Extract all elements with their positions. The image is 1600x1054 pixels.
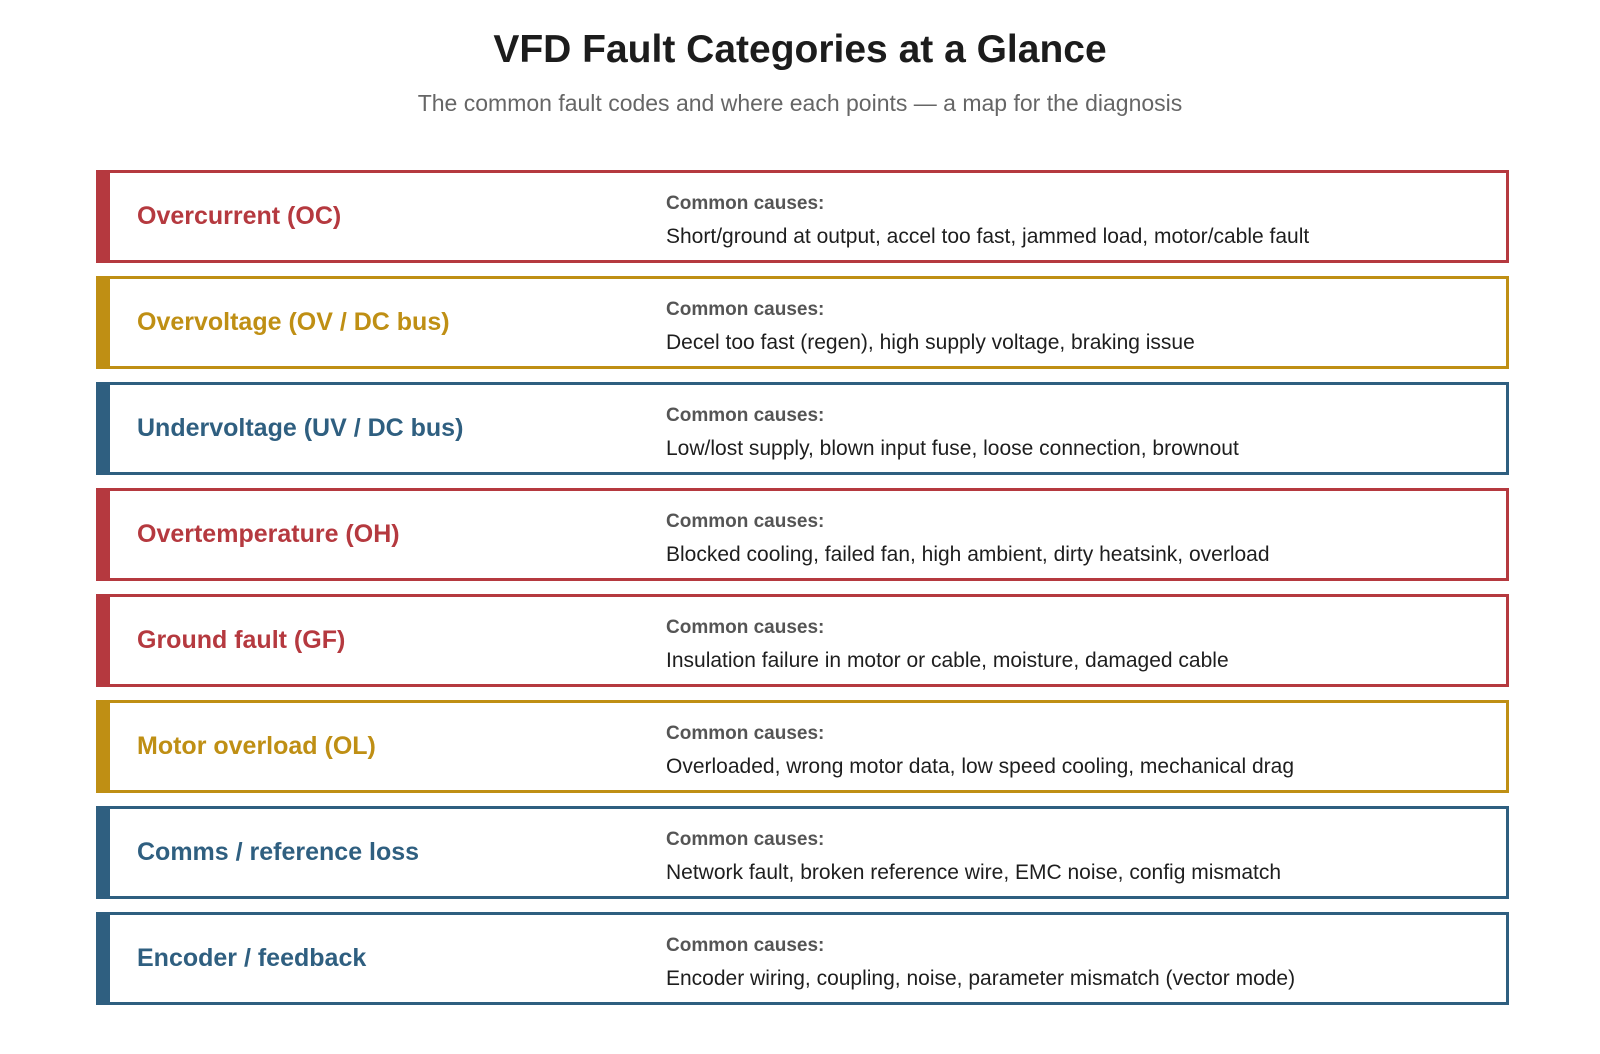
causes-label: Common causes:: [666, 193, 825, 214]
fault-name: Overcurrent (OC): [137, 202, 342, 230]
fault-causes: Common causes: Low/lost supply, blown in…: [666, 405, 1239, 461]
causes-text: Decel too fast (regen), high supply volt…: [666, 331, 1195, 354]
page-title: VFD Fault Categories at a Glance: [493, 28, 1107, 71]
fault-causes: Common causes: Blocked cooling, failed f…: [666, 511, 1270, 567]
fault-card-overcurrent: Overcurrent (OC) Common causes: Short/gr…: [96, 170, 1509, 263]
fault-name: Comms / reference loss: [137, 838, 420, 866]
fault-card-ground-fault: Ground fault (GF) Common causes: Insulat…: [96, 594, 1509, 687]
causes-label: Common causes:: [666, 723, 825, 744]
fault-name: Encoder / feedback: [137, 944, 367, 972]
causes-label: Common causes:: [666, 935, 825, 956]
causes-label: Common causes:: [666, 299, 825, 320]
fault-name: Overtemperature (OH): [137, 520, 400, 548]
fault-card-overvoltage: Overvoltage (OV / DC bus) Common causes:…: [96, 276, 1509, 369]
fault-card-encoder-feedback: Encoder / feedback Common causes: Encode…: [96, 912, 1509, 1005]
causes-text: Network fault, broken reference wire, EM…: [666, 861, 1282, 884]
causes-text: Overloaded, wrong motor data, low speed …: [666, 755, 1295, 778]
fault-causes: Common causes: Network fault, broken ref…: [666, 829, 1281, 885]
fault-name: Motor overload (OL): [137, 732, 376, 760]
fault-name: Ground fault (GF): [137, 626, 346, 654]
causes-text: Short/ground at output, accel too fast, …: [666, 225, 1310, 248]
causes-label: Common causes:: [666, 829, 825, 850]
fault-card-motor-overload: Motor overload (OL) Common causes: Overl…: [96, 700, 1509, 793]
causes-text: Blocked cooling, failed fan, high ambien…: [666, 543, 1270, 566]
fault-causes: Common causes: Encoder wiring, coupling,…: [666, 935, 1295, 991]
fault-category-list: Overcurrent (OC) Common causes: Short/gr…: [96, 170, 1509, 1018]
fault-card-overtemperature: Overtemperature (OH) Common causes: Bloc…: [96, 488, 1509, 581]
fault-causes: Common causes: Decel too fast (regen), h…: [666, 299, 1195, 355]
fault-name: Undervoltage (UV / DC bus): [137, 414, 464, 442]
fault-causes: Common causes: Overloaded, wrong motor d…: [666, 723, 1294, 779]
causes-text: Insulation failure in motor or cable, mo…: [666, 649, 1229, 672]
fault-causes: Common causes: Short/ground at output, a…: [666, 193, 1309, 249]
causes-label: Common causes:: [666, 511, 825, 532]
fault-card-comms-reference-loss: Comms / reference loss Common causes: Ne…: [96, 806, 1509, 899]
page-subtitle: The common fault codes and where each po…: [417, 90, 1183, 116]
fault-causes: Common causes: Insulation failure in mot…: [666, 617, 1229, 673]
causes-label: Common causes:: [666, 405, 825, 426]
fault-card-undervoltage: Undervoltage (UV / DC bus) Common causes…: [96, 382, 1509, 475]
causes-text: Encoder wiring, coupling, noise, paramet…: [666, 967, 1296, 990]
causes-label: Common causes:: [666, 617, 825, 638]
causes-text: Low/lost supply, blown input fuse, loose…: [666, 437, 1239, 460]
fault-name: Overvoltage (OV / DC bus): [137, 308, 450, 336]
